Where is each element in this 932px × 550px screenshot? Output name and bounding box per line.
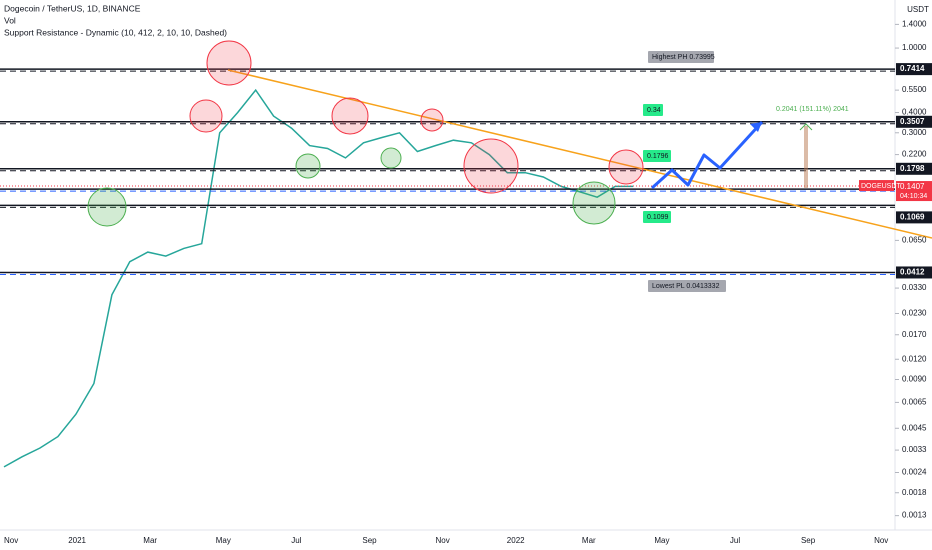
level-label: 0.1798 bbox=[900, 164, 925, 173]
projection-path bbox=[650, 120, 764, 190]
x-tick-label: 2022 bbox=[507, 536, 525, 545]
y-tick-label: 0.0120 bbox=[902, 354, 927, 363]
x-tick-label: 2021 bbox=[68, 536, 86, 545]
y-tick-label: 0.0065 bbox=[902, 398, 927, 407]
x-tick-label: Nov bbox=[435, 536, 449, 545]
resistance-circle bbox=[420, 108, 444, 132]
volume-label: Vol bbox=[4, 15, 16, 25]
y-tick-label: 0.0018 bbox=[902, 488, 927, 497]
y-tick-label: 0.3000 bbox=[902, 128, 927, 137]
level-label: 0.1069 bbox=[900, 212, 925, 221]
x-tick-label: Nov bbox=[4, 536, 18, 545]
x-tick-label: Nov bbox=[874, 536, 888, 545]
target-arrow bbox=[799, 123, 813, 131]
target-range bbox=[804, 126, 808, 188]
plot bbox=[0, 68, 895, 468]
annotation-box bbox=[643, 150, 671, 162]
resistance-circle bbox=[206, 40, 252, 86]
level-label-box bbox=[896, 63, 932, 76]
support-circle bbox=[295, 153, 321, 179]
y-tick-label: 0.0330 bbox=[902, 283, 927, 292]
y-tick-label: 0.0033 bbox=[902, 445, 927, 454]
annotation: Highest PH 0.73995 bbox=[652, 54, 715, 61]
price-line bbox=[3, 88, 634, 468]
annotation-box bbox=[648, 280, 726, 292]
annotation-box bbox=[648, 51, 714, 63]
annotation-box bbox=[643, 211, 671, 223]
symbol-label: DOGEUSDT bbox=[861, 183, 901, 190]
y-tick-label: 0.0650 bbox=[902, 235, 927, 244]
y-tick-label: 0.0170 bbox=[902, 330, 927, 339]
level-label: 0.3507 bbox=[900, 117, 925, 126]
resistance-circle bbox=[463, 138, 519, 194]
drawings bbox=[87, 40, 932, 239]
labels: 1.4000 1.0000 0.5500 0.4000 0.3000 0.2200 0.06… bbox=[4, 19, 932, 545]
trend-line bbox=[227, 69, 932, 239]
last-price-label: 0.1407 bbox=[900, 182, 925, 191]
level-label-box bbox=[896, 162, 932, 175]
x-tick-label: May bbox=[654, 536, 669, 545]
support-circle bbox=[87, 187, 127, 227]
level-label: 0.0412 bbox=[900, 268, 925, 277]
annotation: 0.34 bbox=[647, 107, 661, 114]
y-tick-label: 1.4000 bbox=[902, 19, 927, 28]
annotation: Lowest PL 0.0413332 bbox=[652, 283, 720, 290]
y-tick-label: 0.0013 bbox=[902, 511, 927, 520]
annotation: 0.1796 bbox=[647, 153, 669, 160]
y-tick-label: 0.5500 bbox=[902, 85, 927, 94]
annotation: 0.2041 (151.11%) 2041 bbox=[776, 106, 849, 113]
level-label: 0.7414 bbox=[900, 64, 925, 73]
currency-label: USDT bbox=[907, 5, 929, 14]
y-tick-label: 0.0045 bbox=[902, 423, 927, 432]
level-label-box bbox=[896, 115, 932, 128]
projection-arrowhead bbox=[750, 122, 762, 132]
chart-title: Dogecoin / TetherUS, 1D, BINANCE bbox=[4, 3, 141, 13]
support-circle bbox=[380, 147, 402, 169]
y-tick-label: 0.0090 bbox=[902, 375, 927, 384]
x-tick-label: Mar bbox=[143, 536, 157, 545]
y-tick-label: 1.0000 bbox=[902, 43, 927, 52]
y-tick-label: 0.0230 bbox=[902, 309, 927, 318]
y-tick-label: 0.2200 bbox=[902, 150, 927, 159]
x-tick-label: May bbox=[216, 536, 231, 545]
x-tick-label: Sep bbox=[362, 536, 377, 545]
resistance-circle bbox=[608, 149, 644, 185]
annotation-box bbox=[643, 104, 663, 116]
countdown-label: 04:10:34 bbox=[900, 193, 927, 200]
x-tick-label: Jul bbox=[291, 536, 301, 545]
symbol-box bbox=[859, 180, 894, 192]
y-tick-label: 0.4000 bbox=[902, 108, 927, 117]
x-tick-label: Mar bbox=[582, 536, 596, 545]
x-tick-label: Sep bbox=[801, 536, 816, 545]
level-label-box bbox=[896, 266, 932, 279]
resistance-circle bbox=[189, 99, 223, 133]
resistance-circle bbox=[331, 97, 369, 135]
y-tick-label: 0.0024 bbox=[902, 468, 927, 477]
x-tick-label: Jul bbox=[730, 536, 740, 545]
annotation: 0.1099 bbox=[647, 214, 669, 221]
last-price-box bbox=[896, 181, 932, 202]
indicator-label: Support Resistance - Dynamic (10, 412, 2… bbox=[4, 27, 227, 37]
support-circle bbox=[572, 181, 616, 225]
level-label-box bbox=[896, 211, 932, 224]
